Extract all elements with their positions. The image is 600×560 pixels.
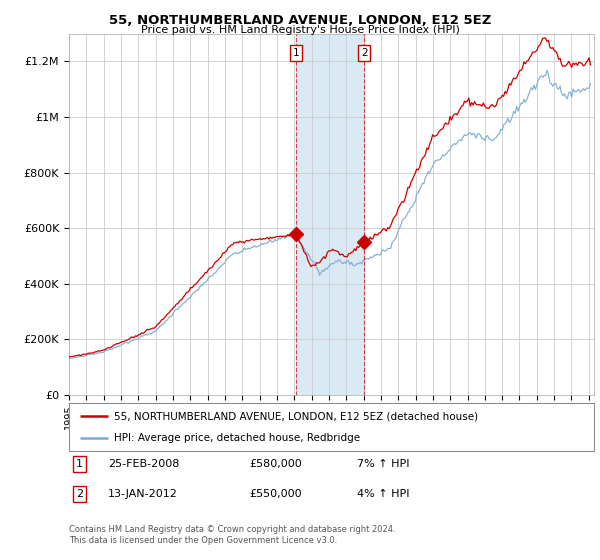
Text: 55, NORTHUMBERLAND AVENUE, LONDON, E12 5EZ: 55, NORTHUMBERLAND AVENUE, LONDON, E12 5… [109,14,491,27]
Text: Price paid vs. HM Land Registry's House Price Index (HPI): Price paid vs. HM Land Registry's House … [140,25,460,35]
Text: 55, NORTHUMBERLAND AVENUE, LONDON, E12 5EZ (detached house): 55, NORTHUMBERLAND AVENUE, LONDON, E12 5… [113,411,478,421]
Text: 2: 2 [76,489,83,499]
Text: 1: 1 [293,48,299,58]
Text: Contains HM Land Registry data © Crown copyright and database right 2024.
This d: Contains HM Land Registry data © Crown c… [69,525,395,545]
Text: 2: 2 [361,48,368,58]
Text: 7% ↑ HPI: 7% ↑ HPI [357,459,409,469]
Text: 13-JAN-2012: 13-JAN-2012 [108,489,178,499]
Text: 1: 1 [76,459,83,469]
Text: HPI: Average price, detached house, Redbridge: HPI: Average price, detached house, Redb… [113,433,360,443]
Text: £580,000: £580,000 [249,459,302,469]
Text: £550,000: £550,000 [249,489,302,499]
Text: 25-FEB-2008: 25-FEB-2008 [108,459,179,469]
Text: 4% ↑ HPI: 4% ↑ HPI [357,489,409,499]
Bar [296,34,364,395]
